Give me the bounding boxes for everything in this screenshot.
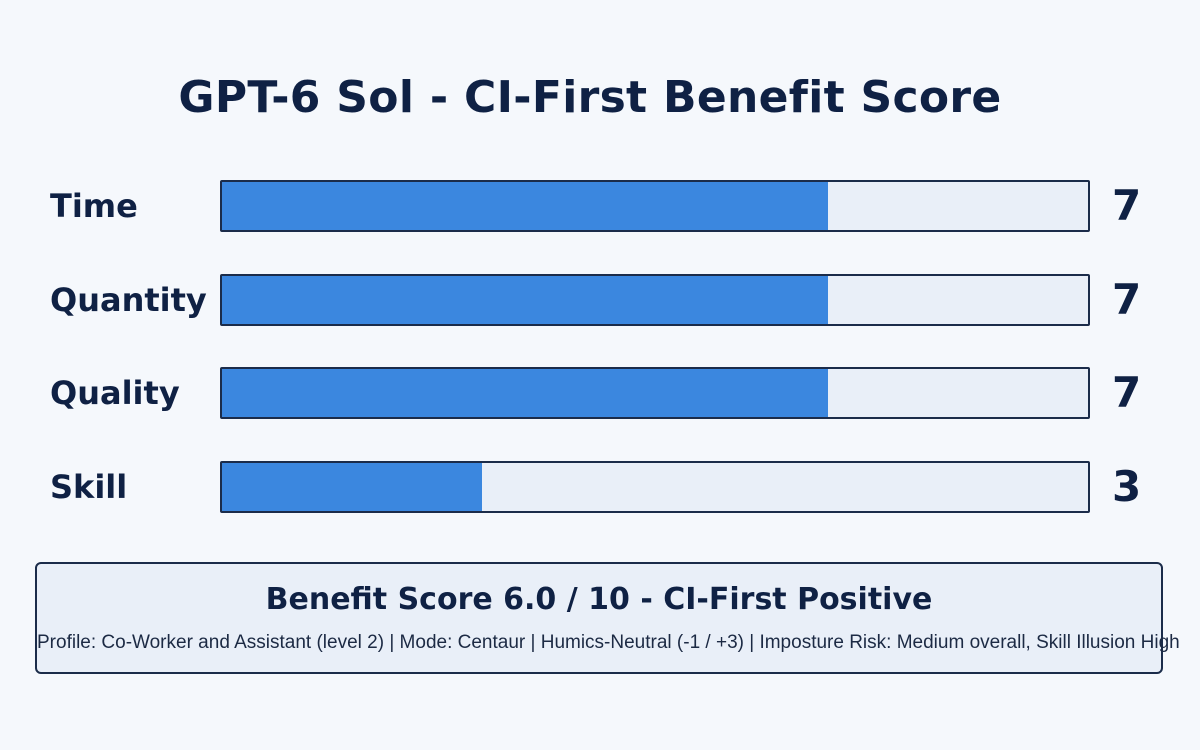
chart-title: GPT-6 Sol - CI-First Benefit Score — [178, 72, 1002, 123]
bar-fill-time — [222, 182, 829, 230]
summary-heading: Benefit Score 6.0 / 10 - CI-First Positi… — [265, 582, 933, 617]
bar-label: Quality — [50, 374, 180, 412]
bar-row-skill: Skill 3 — [0, 461, 1200, 513]
bar-label: Skill — [50, 468, 128, 506]
summary-detail: Profile: Co-Worker and Assistant (level … — [37, 632, 1180, 653]
bar-track — [220, 180, 1090, 232]
bar-value: 3 — [1112, 462, 1142, 511]
bar-fill-quality — [222, 369, 829, 417]
bar-value: 7 — [1112, 181, 1142, 230]
bar-fill-quantity — [222, 276, 829, 324]
bar-row-quality: Quality 7 — [0, 367, 1200, 419]
bar-label: Time — [50, 187, 138, 225]
bar-track — [220, 461, 1090, 513]
bar-label: Quantity — [50, 281, 207, 319]
bar-value: 7 — [1112, 275, 1142, 324]
bar-row-time: Time 7 — [0, 180, 1200, 232]
bar-track — [220, 274, 1090, 326]
bar-value: 7 — [1112, 368, 1142, 417]
bar-fill-skill — [222, 463, 482, 511]
bar-row-quantity: Quantity 7 — [0, 274, 1200, 326]
bar-track — [220, 367, 1090, 419]
summary-box: Benefit Score 6.0 / 10 - CI-First Positi… — [35, 562, 1180, 674]
